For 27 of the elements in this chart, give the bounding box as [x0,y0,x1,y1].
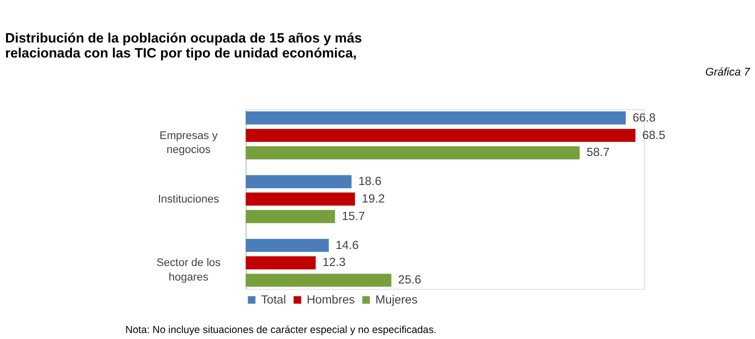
data-label: 66.8 [632,110,656,124]
data-label: 68.5 [642,128,666,142]
bar [246,146,580,160]
bar [246,256,316,270]
data-label: 14.6 [336,238,360,252]
data-label: 18.6 [358,174,382,188]
y-tick-label: Sector de los hogares [156,257,222,284]
legend-label: Mujeres [375,292,418,306]
bar [246,175,352,188]
text: Gráfica 7 [705,66,751,78]
bar [246,210,336,224]
legend-label: Hombres [306,292,355,306]
bar [246,238,329,252]
bar [246,128,636,142]
bar [246,111,626,124]
text: Nota: No incluye situaciones de carácter especial y no especificadas. [125,324,436,336]
bar [246,274,392,287]
data-label: 58.7 [586,145,610,160]
legend-label: Total [260,292,286,306]
y-tick-label: Instituciones [158,193,220,206]
data-label: 25.6 [398,272,422,287]
data-label: 19.2 [362,191,385,206]
y-tick-label: Empresas y negocios [160,130,218,156]
chart-title: Distribución de la población ocupada de 15 años y más relacionada con las TIC por tipo de unidad económica, [5,30,362,61]
data-label: 15.7 [342,208,365,223]
bar [246,192,355,206]
data-label: 12.3 [322,255,346,270]
